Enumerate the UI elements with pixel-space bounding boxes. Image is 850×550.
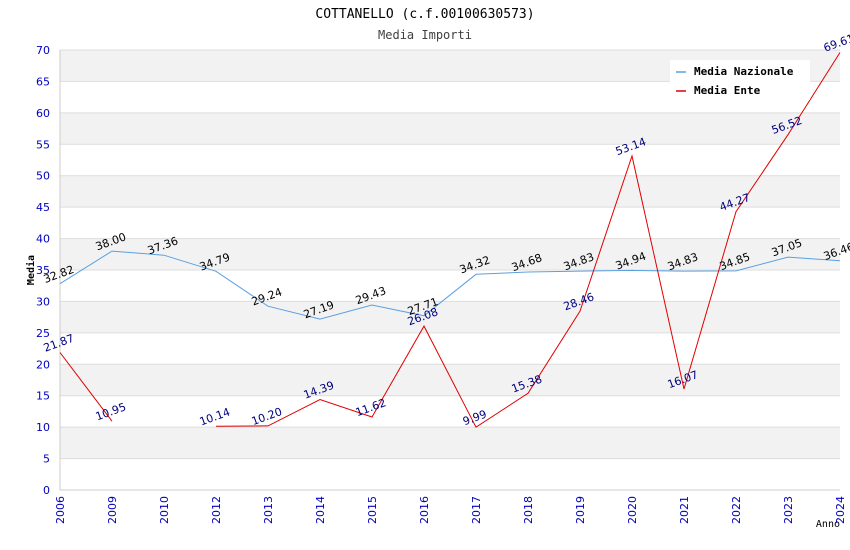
x-tick-label: 2021 [678,496,691,524]
chart-bands [60,50,840,459]
data-label-ente: 10.14 [198,405,232,428]
x-tick-label: 2013 [262,496,275,524]
y-tick-label: 25 [36,327,50,340]
x-axis-title: Anno [816,519,840,530]
y-tick-label: 45 [36,201,50,214]
series-line-nazionale [59,250,841,320]
x-tick-label: 2023 [782,496,795,524]
x-tick-label: 2006 [54,496,67,524]
x-tick-label: 2015 [366,496,379,524]
chart-gridlines [60,49,840,460]
series-line-ente [59,352,113,422]
y-tick-label: 60 [36,107,50,120]
chart-band [60,427,840,459]
chart-band [60,301,840,333]
y-tick-label: 10 [36,421,50,434]
x-tick-label: 2024 [834,496,847,524]
y-axis-title: Media [25,255,37,285]
y-tick-label: 35 [36,264,50,277]
data-label-ente: 10.20 [250,405,284,428]
y-tick-label: 65 [36,75,50,88]
x-tick-label: 2009 [106,496,119,524]
y-tick-label: 70 [36,44,50,57]
x-tick-label: 2016 [418,496,431,524]
chart-subtitle: Media Importi [378,28,472,42]
series-line-ente [215,52,841,428]
chart-legend: Media Nazionale Media Ente [670,60,810,100]
x-tick-label: 2019 [574,496,587,524]
series-lines [59,52,841,428]
y-tick-label: 0 [43,484,50,497]
legend-label-ente: Media Ente [694,84,761,97]
legend-label-nazionale: Media Nazionale [694,65,794,78]
y-tick-label: 20 [36,358,50,371]
chart-band [60,364,840,396]
x-tick-label: 2010 [158,496,171,524]
y-tick-label: 55 [36,138,50,151]
y-tick-label: 30 [36,295,50,308]
y-tick-labels: 0 5 10 15 20 25 30 35 40 45 50 55 60 65 70 [36,44,50,497]
x-tick-label: 2018 [522,496,535,524]
data-label-ente: 11.62 [354,396,388,419]
x-tick-label: 2012 [210,496,223,524]
chart-band [60,112,840,145]
x-tick-label: 2014 [314,496,327,524]
chart-axes [59,50,840,491]
x-tick-label: 2017 [470,496,483,524]
x-tick-label: 2022 [730,496,743,524]
y-tick-label: 5 [43,453,50,466]
chart-band [60,238,840,270]
x-tick-label: 2020 [626,496,639,524]
x-tick-labels: 2006 2009 2010 2012 2013 2014 2015 2016 2017 2018… [54,496,847,524]
y-tick-label: 40 [36,233,50,246]
chart-title: COTTANELLO (c.f.00100630573) [315,7,534,22]
y-tick-label: 15 [36,390,50,403]
chart-band [60,175,840,208]
y-tick-label: 50 [36,170,50,183]
legend-box [670,60,810,100]
